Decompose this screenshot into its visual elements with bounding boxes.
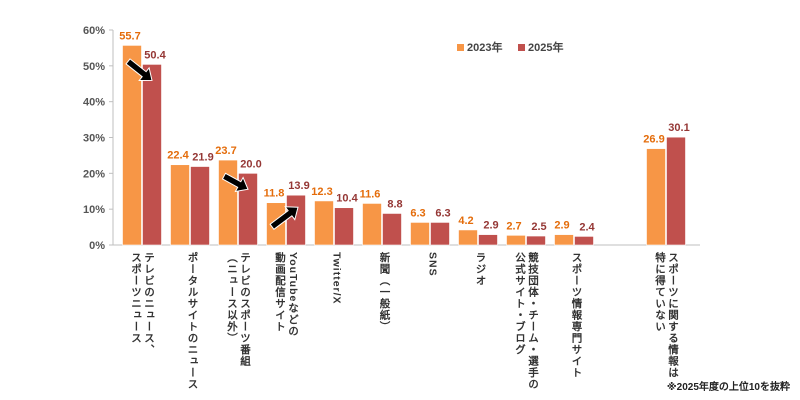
y-tick-label: 10% [83,204,105,216]
bar-2023 [554,234,574,246]
data-label: 10.4 [336,193,358,205]
y-tick-label: 0% [89,240,105,252]
legend-swatch [457,44,464,51]
category-label: Twitter/X [330,252,343,305]
y-axis: 0% 10% 20% 30% 40% 50% 60% [83,25,700,252]
data-label: 2.9 [554,220,569,232]
data-label: 12.3 [311,186,332,198]
bar-2023 [122,45,142,246]
bar-2025 [478,234,498,246]
arrow-up-icon [269,206,299,231]
data-label: 21.9 [192,152,213,164]
bars [122,45,686,246]
footnote: ※2025年度の上位10を抜粋 [666,382,790,393]
bar-2023 [506,235,526,246]
bar-2025 [238,173,258,246]
bar-2025 [142,64,162,246]
legend-label: 2023年 [467,40,502,54]
bar-2023 [646,148,666,246]
data-label: 50.4 [144,49,166,61]
bar-2023 [362,203,382,246]
legend: 2023年 2025年 [457,40,563,54]
y-tick-label: 40% [83,97,105,109]
arrow-down-icon [221,172,249,193]
category-label: ラジオ [474,252,487,287]
data-label: 2.4 [579,221,595,233]
bar-2025 [286,194,306,246]
data-label: 20.0 [240,158,261,170]
data-label: 11.6 [360,188,381,200]
data-label: 11.8 [264,188,285,200]
category-label: テレビのニュース、 スポーツニュース [130,252,155,356]
bar-2025 [526,235,546,246]
bar-2023 [458,229,478,246]
bar-2025 [430,222,450,246]
category-label: スポーツに関する情報は 特に得ていない [654,252,679,379]
category-label: 新聞（一般紙） [378,252,391,333]
bar-2025 [382,213,402,246]
data-labels: 55.7 22.4 23.7 11.8 12.3 11.6 6.3 4.2 2.7 2.9 26.9… [119,30,689,233]
data-label: 6.3 [410,207,425,219]
legend-swatch [518,44,525,51]
data-label: 2.7 [506,220,521,232]
legend-label: 2025年 [528,40,563,54]
data-label: 4.2 [458,215,473,227]
category-label: YouTubeなどの 動画配信サイト [274,252,299,337]
bar-2023 [410,222,430,246]
data-label: 30.1 [668,122,689,134]
bar-2023 [170,164,190,246]
bar-2023 [314,200,334,246]
data-label: 6.3 [435,207,450,219]
arrow-down-icon [125,58,153,82]
category-label: ポータルサイトのニュース [186,252,199,390]
y-tick-label: 30% [83,133,105,145]
category-label: 競技団体・チーム・選手の 公式サイト・ブログ [514,252,539,390]
bar-2025 [574,236,594,246]
bar-2023 [218,159,238,246]
bar-2025 [190,166,210,246]
category-label: SNS [426,252,439,277]
data-label: 2.5 [531,221,546,233]
category-label: テレビのスポーツ番組 （ニュース以外） [226,252,251,367]
y-tick-label: 50% [83,61,105,73]
bar-2025 [666,136,686,246]
data-label: 8.8 [387,198,402,210]
bar-2025 [334,207,354,246]
data-label: 26.9 [643,134,664,146]
trend-arrows [125,58,299,231]
category-label: スポーツ情報専門サイト [570,252,583,379]
y-tick-label: 60% [83,25,105,37]
data-label: 13.9 [288,180,309,192]
data-label: 23.7 [215,145,236,157]
data-label: 55.7 [119,30,140,42]
y-tick-label: 20% [83,168,105,180]
data-label: 2.9 [483,220,498,232]
data-label: 22.4 [167,150,189,162]
